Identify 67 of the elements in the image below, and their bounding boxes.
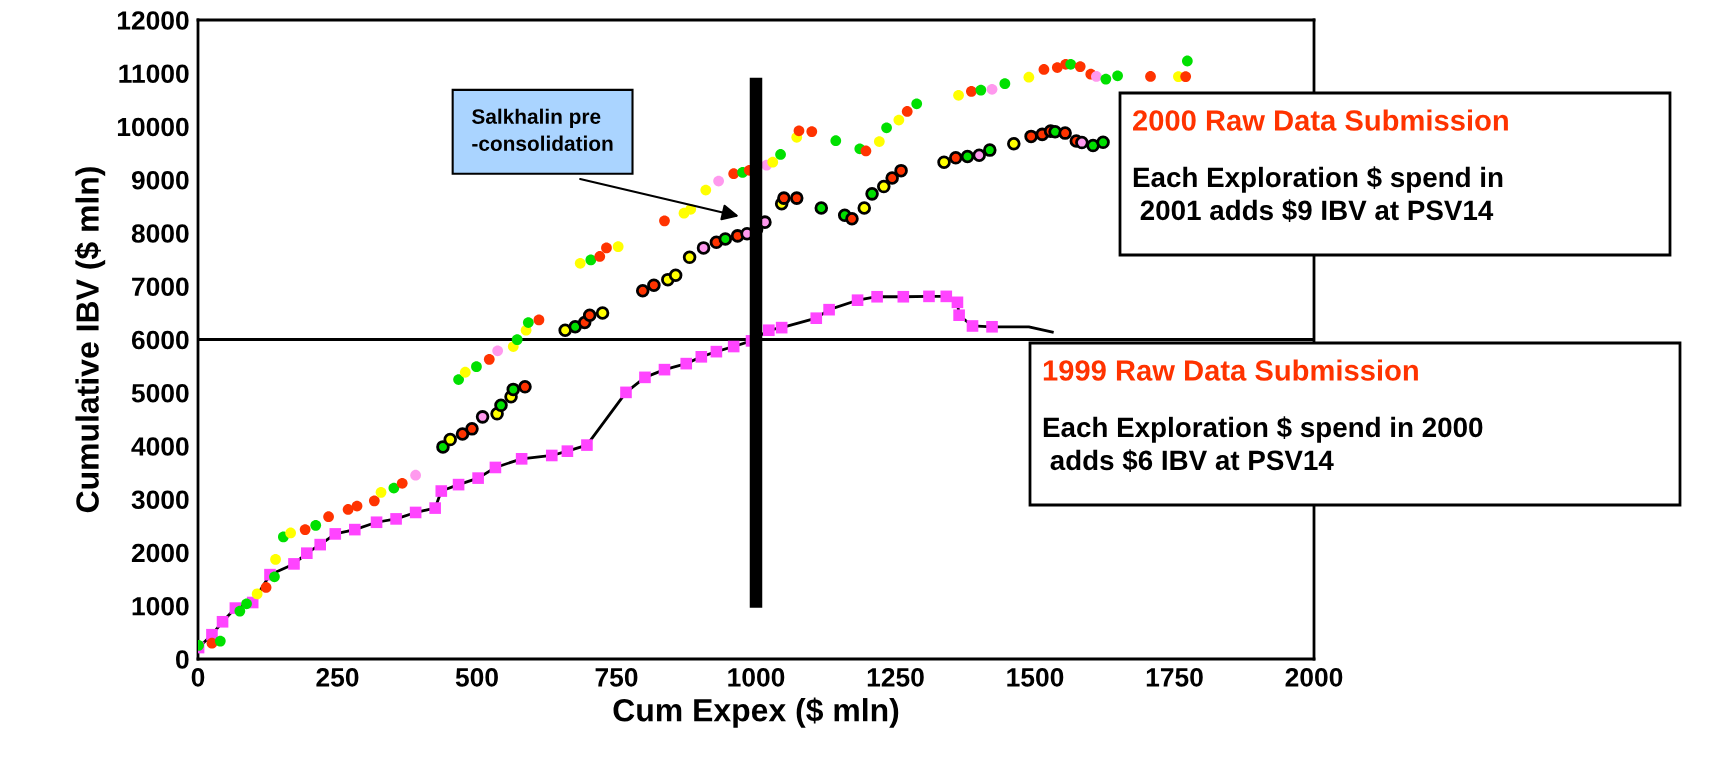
point [923, 290, 935, 303]
point [940, 290, 953, 303]
point [390, 513, 402, 525]
y-tick-label: 8000 [131, 224, 189, 243]
point [680, 357, 693, 370]
y-tick-label: 3000 [131, 490, 189, 510]
point [288, 558, 300, 570]
point [370, 516, 383, 529]
point [301, 547, 313, 559]
annotation: 1999 Raw Data Submission [1043, 359, 1418, 381]
x-tick-label: 1500 [1007, 668, 1064, 687]
x-tick-label: 2000 [1285, 668, 1343, 687]
point [452, 478, 465, 491]
y-tick-label: 1000 [132, 596, 189, 616]
point [489, 461, 502, 474]
point [695, 351, 708, 363]
point [823, 303, 835, 316]
point [897, 290, 910, 303]
point [851, 294, 864, 307]
y-tick-label: 11000 [119, 64, 189, 84]
y-tick-label: 0 [176, 650, 189, 669]
point [435, 485, 448, 497]
point [953, 309, 965, 322]
x-axis-title: Cum Expex ($ mln) [613, 697, 899, 728]
x-tick-label: 1750 [1146, 668, 1203, 687]
annotation: Each Exploration $ spend in 2000 adds $6 IBV at PSV14 [1043, 416, 1483, 472]
point [871, 290, 883, 303]
y-tick-label: 7000 [132, 277, 189, 297]
point [348, 523, 361, 536]
point [658, 363, 671, 376]
point [581, 439, 593, 451]
point [727, 340, 740, 353]
y-tick-label: 12000 [117, 11, 189, 30]
point [763, 324, 775, 337]
y-tick-label: 2000 [131, 543, 189, 563]
x-tick-label: 0 [191, 668, 205, 687]
point [409, 506, 422, 519]
y-tick-label: 10000 [117, 117, 189, 137]
y-tick-label: 4000 [131, 437, 189, 456]
y-tick-label: 9000 [131, 170, 189, 190]
point [561, 445, 574, 457]
y-tick-label: 5000 [131, 383, 189, 403]
point [710, 345, 723, 358]
point [545, 449, 558, 462]
point [515, 453, 528, 465]
point [314, 538, 327, 551]
point [775, 321, 788, 334]
point [951, 296, 964, 309]
point [966, 320, 979, 332]
point [620, 386, 632, 399]
y-tick-label: 6000 [131, 330, 189, 350]
y-axis-title: Cumulative IBV ($ mln) [74, 167, 106, 513]
x-tick-label: 1250 [867, 668, 924, 687]
x-tick-label: 250 [316, 668, 359, 687]
annotation: 2000 Raw Data Submission [1133, 109, 1508, 131]
point [986, 320, 998, 333]
point [639, 371, 651, 384]
point [216, 615, 229, 628]
point [472, 472, 484, 484]
point [329, 528, 342, 540]
x-tick-label: 750 [595, 668, 638, 687]
point [810, 312, 823, 325]
x-tick-label: 1000 [728, 668, 785, 687]
point [429, 502, 441, 514]
x-tick-label: 500 [455, 668, 498, 687]
annotation: Each Exploration $ spend in 2001 adds $9 IBV at PSV14 [1133, 166, 1503, 222]
annotation: Salkhalin pre -consolidation [472, 108, 613, 151]
